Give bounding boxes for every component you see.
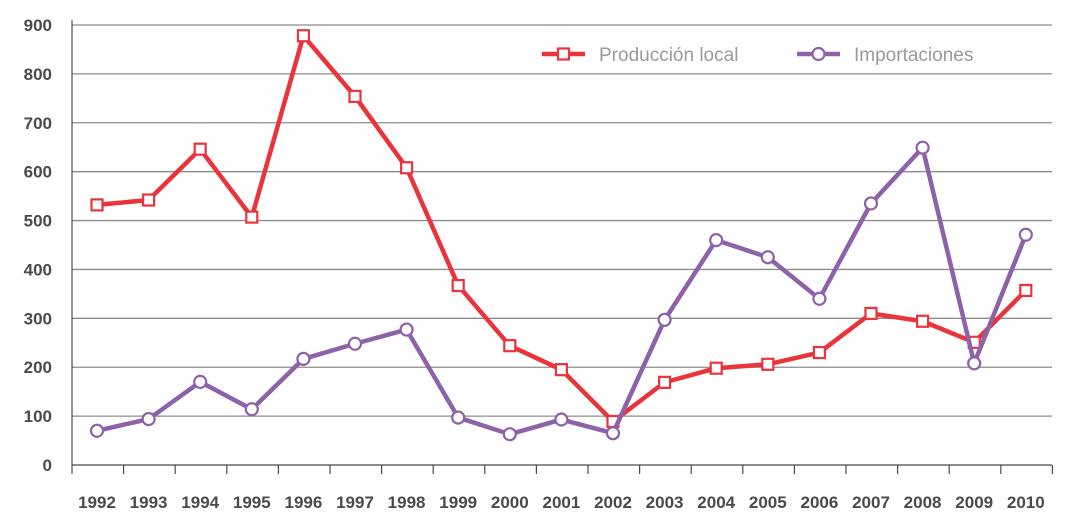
data-point-importaciones-2009 — [967, 356, 982, 371]
series-line-importaciones — [94, 145, 1029, 437]
x-tick-label: 2004 — [697, 493, 735, 512]
y-tick-label: 0 — [43, 456, 52, 475]
series — [89, 29, 1033, 442]
series-importaciones — [89, 140, 1033, 442]
data-point-importaciones-1997 — [347, 336, 363, 351]
series-produccion-local — [90, 29, 1033, 429]
x-tick-label: 1994 — [181, 493, 219, 512]
legend-item-importaciones: Importaciones — [797, 45, 973, 66]
x-tick-label: 2003 — [646, 493, 684, 512]
data-point-importaciones-2007 — [863, 196, 879, 211]
data-point-importaciones-1993 — [141, 411, 156, 427]
data-point-produccion-local-1995 — [245, 210, 259, 224]
data-point-importaciones-1995 — [244, 402, 259, 417]
y-tick-labels: 0 100 200 300 400 500 600 700 800 900 — [24, 16, 52, 475]
data-point-produccion-local-2000 — [503, 339, 517, 353]
y-tick-label: 800 — [24, 65, 52, 84]
data-point-produccion-local-1993 — [142, 193, 156, 207]
y-tick-label: 400 — [24, 260, 52, 279]
x-tick-label: 2010 — [1007, 493, 1045, 512]
data-point-importaciones-1994 — [193, 374, 208, 389]
y-tick-label: 200 — [24, 358, 52, 377]
x-tick-label: 1996 — [284, 493, 322, 512]
data-point-produccion-local-1996 — [296, 29, 310, 43]
data-point-produccion-local-2001 — [554, 363, 569, 377]
y-tick-label: 100 — [24, 407, 52, 426]
x-tick-label: 2002 — [594, 493, 632, 512]
x-tick-label: 1992 — [78, 493, 116, 512]
legend: Producción local Importaciones — [542, 45, 973, 66]
data-point-importaciones-2003 — [657, 312, 672, 327]
data-point-importaciones-1992 — [89, 423, 105, 438]
data-point-produccion-local-1994 — [193, 142, 207, 156]
legend-swatch-marker-produccion-local — [556, 47, 571, 61]
legend-item-produccion-local: Producción local — [542, 45, 738, 66]
x-tick-label: 2008 — [904, 493, 942, 512]
legend-swatch-marker-importaciones — [811, 46, 826, 62]
x-tick-label: 1999 — [439, 493, 477, 512]
data-point-importaciones-2001 — [554, 412, 569, 427]
axes — [71, 20, 1054, 474]
data-point-produccion-local-2004 — [709, 361, 723, 375]
data-point-importaciones-2000 — [502, 427, 517, 442]
data-point-produccion-local-1997 — [348, 89, 362, 103]
data-point-importaciones-2004 — [709, 233, 724, 248]
x-tick-label: 2001 — [542, 493, 580, 512]
data-point-importaciones-2005 — [760, 250, 775, 265]
data-point-produccion-local-2010 — [1019, 283, 1033, 298]
data-point-produccion-local-1998 — [400, 161, 414, 175]
data-point-importaciones-2010 — [1018, 227, 1033, 242]
data-point-produccion-local-1999 — [451, 278, 465, 293]
data-point-produccion-local-2006 — [812, 345, 827, 360]
y-tick-label: 300 — [24, 309, 52, 328]
data-point-importaciones-2008 — [915, 140, 930, 155]
data-point-importaciones-1999 — [451, 410, 466, 425]
x-tick-labels: 1992 1993 1994 1995 1996 1997 1998 1999 2000 2001… — [78, 493, 1045, 512]
y-tick-label: 900 — [24, 16, 52, 35]
x-tick-label: 1998 — [388, 493, 426, 512]
x-tick-label: 2009 — [955, 493, 993, 512]
grid-lines — [72, 24, 1052, 417]
data-point-produccion-local-2003 — [657, 375, 672, 389]
x-tick-label: 2000 — [491, 493, 529, 512]
x-tick-label: 1997 — [336, 493, 374, 512]
x-tick-label: 2005 — [749, 493, 787, 512]
x-tick-label: 2006 — [800, 493, 838, 512]
data-point-produccion-local-2005 — [761, 357, 775, 371]
y-tick-label: 700 — [24, 114, 52, 133]
legend-label-produccion-local: Producción local — [599, 45, 738, 66]
x-tick-label: 2007 — [852, 493, 890, 512]
data-point-produccion-local-2007 — [864, 306, 878, 321]
y-tick-label: 600 — [24, 163, 52, 182]
data-point-importaciones-2006 — [812, 291, 827, 306]
data-point-importaciones-1998 — [399, 322, 414, 337]
data-point-importaciones-2002 — [605, 426, 621, 441]
legend-label-importaciones: Importaciones — [854, 45, 973, 66]
y-tick-label: 500 — [24, 212, 52, 231]
data-point-produccion-local-2008 — [915, 314, 930, 328]
data-point-importaciones-1996 — [296, 351, 311, 367]
x-tick-label: 1993 — [130, 493, 168, 512]
data-point-produccion-local-1992 — [90, 198, 104, 212]
x-tick-label: 1995 — [233, 493, 271, 512]
